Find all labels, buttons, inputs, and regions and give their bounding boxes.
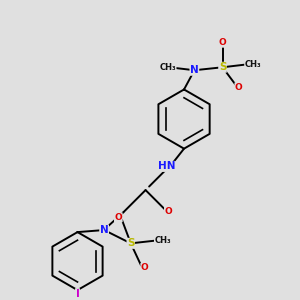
Text: CH₃: CH₃ [245, 60, 261, 69]
Text: O: O [235, 83, 243, 92]
Text: S: S [219, 62, 226, 72]
Text: CH₃: CH₃ [159, 63, 176, 72]
Text: S: S [127, 238, 134, 248]
Text: O: O [115, 213, 122, 222]
Text: N: N [190, 65, 199, 75]
Text: HN: HN [158, 161, 175, 171]
Text: I: I [76, 289, 80, 299]
Text: CH₃: CH₃ [154, 236, 171, 245]
Text: O: O [164, 207, 172, 216]
Text: O: O [219, 38, 226, 47]
Text: O: O [141, 263, 148, 272]
Text: N: N [100, 225, 109, 235]
